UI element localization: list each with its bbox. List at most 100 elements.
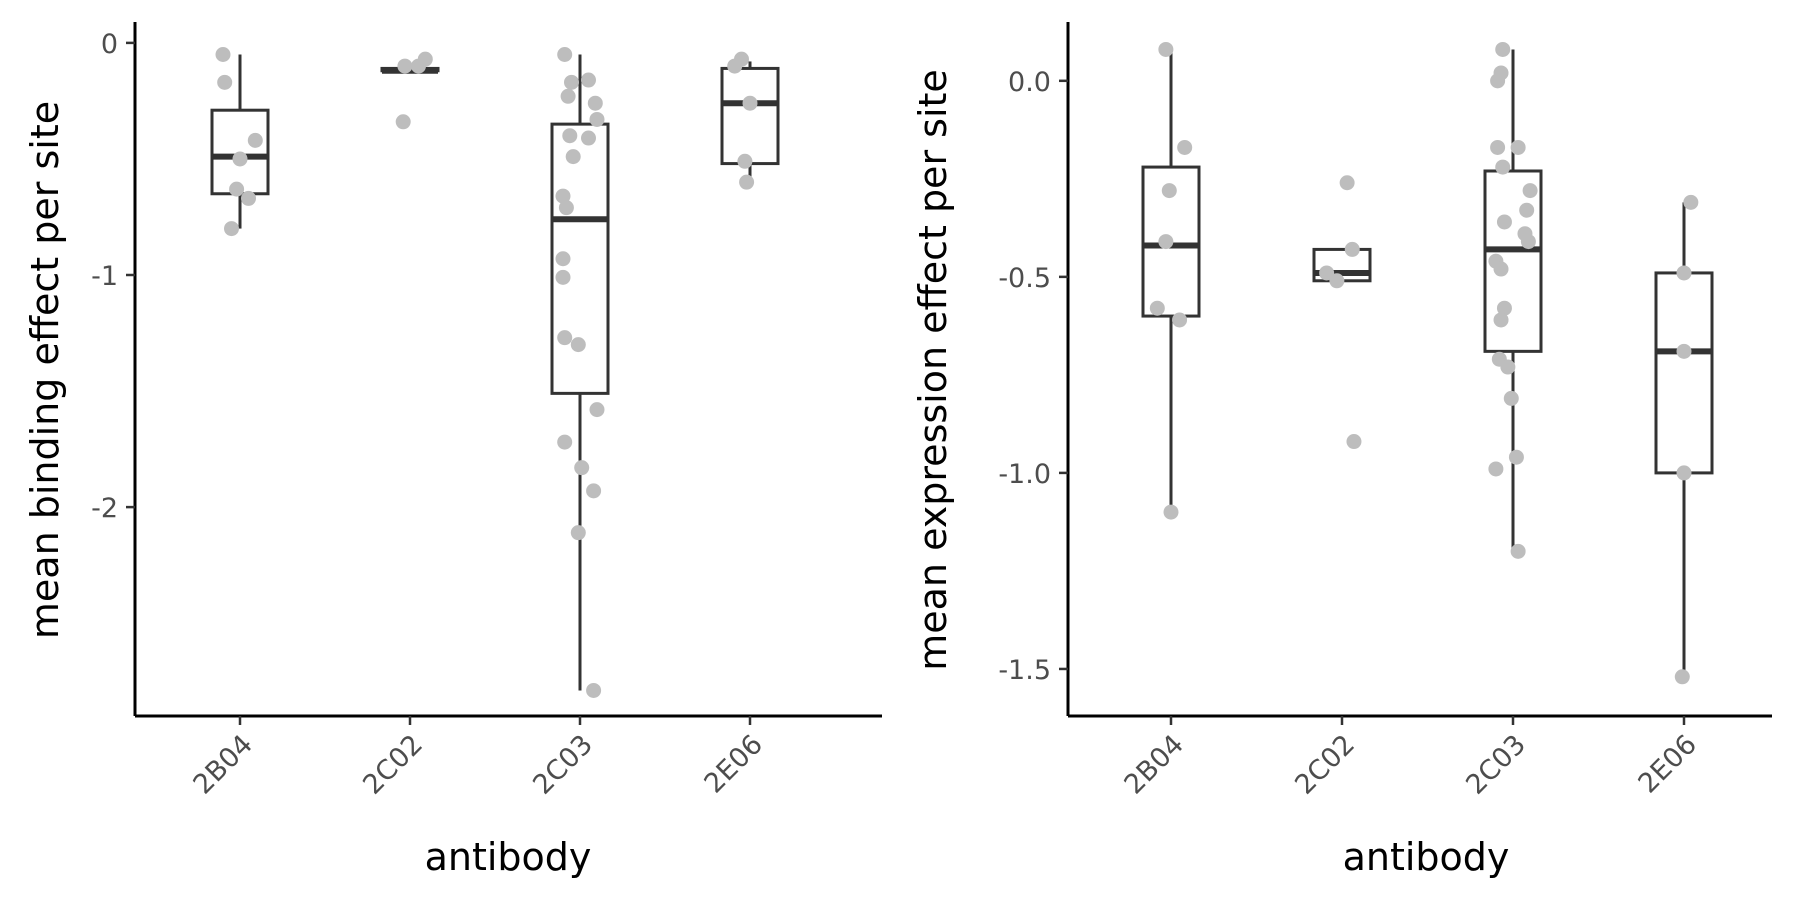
- left-data-point-2c03: [562, 128, 578, 144]
- left-data-point-2c03: [555, 269, 571, 285]
- right-x-tick-label-2c03: 2C03: [1460, 729, 1532, 801]
- right-data-point-2c03: [1490, 73, 1506, 89]
- right-data-point-2b04: [1163, 504, 1179, 520]
- right-data-point-2c03: [1496, 214, 1512, 230]
- right-y-axis: 0.0 -0.5 -1.0 -1.5: [998, 22, 1070, 716]
- right-data-point-2c03: [1493, 261, 1509, 277]
- right-data-point-2b04: [1158, 234, 1174, 250]
- left-data-point-2c03: [557, 46, 573, 62]
- right-y-tick-label: -1.5: [998, 655, 1051, 686]
- left-plot-panel: 0 -1 -2 2B04 2C02 2C03 2E06 antibody mean bin…: [23, 22, 882, 879]
- left-data-point-2b04: [215, 46, 231, 62]
- left-data-point-2c03: [574, 460, 590, 476]
- left-data-point-2c03: [589, 402, 605, 418]
- left-data-point-2b04: [232, 151, 248, 167]
- right-points: [1149, 41, 1699, 685]
- left-data-point-2c03: [560, 88, 576, 104]
- right-y-tick-label: -0.5: [998, 263, 1051, 294]
- right-x-tick-label-2c02: 2C02: [1289, 729, 1361, 801]
- right-data-point-2c02: [1329, 273, 1345, 289]
- left-x-tick-label-2c03: 2C03: [527, 729, 599, 801]
- right-data-point-2b04: [1158, 41, 1174, 57]
- left-data-point-2c03: [565, 149, 581, 165]
- right-data-point-2c02: [1339, 175, 1355, 191]
- right-y-tick-label: -1.0: [998, 459, 1051, 490]
- right-x-tick-label-2b04: 2B04: [1118, 729, 1189, 800]
- left-data-point-2c02: [397, 58, 413, 74]
- left-y-tick-label: -1: [91, 261, 118, 292]
- left-y-axis: 0 -1 -2: [91, 22, 137, 716]
- left-x-tick-label-2e06: 2E06: [699, 729, 769, 799]
- left-data-point-2c02: [411, 58, 426, 74]
- left-data-point-2e06: [739, 174, 755, 190]
- left-data-point-2c03: [555, 251, 571, 267]
- right-data-point-2c03: [1519, 202, 1535, 218]
- right-data-point-2c03: [1500, 359, 1516, 375]
- right-data-point-2c03: [1520, 234, 1536, 250]
- left-data-point-2b04: [224, 221, 239, 237]
- right-y-axis-title: mean expression effect per site: [911, 69, 955, 671]
- right-data-point-2c03: [1493, 312, 1509, 328]
- left-data-point-2b04: [247, 132, 263, 148]
- left-x-axis-title: antibody: [425, 835, 592, 879]
- right-data-point-2c03: [1522, 183, 1538, 199]
- right-data-point-2b04: [1149, 300, 1165, 316]
- left-data-point-2c03: [557, 330, 573, 346]
- right-data-point-2b04: [1161, 183, 1177, 199]
- right-x-tick-label-2e06: 2E06: [1633, 729, 1703, 799]
- right-data-point-2c03: [1495, 41, 1511, 57]
- left-data-point-2e06: [737, 153, 753, 169]
- right-data-point-2c03: [1508, 449, 1524, 465]
- right-data-point-2e06: [1674, 669, 1690, 685]
- right-data-point-2c03: [1488, 461, 1504, 477]
- left-data-point-2c03: [581, 72, 596, 88]
- left-box-2e06: [720, 66, 780, 166]
- right-x-axis-title: antibody: [1343, 835, 1510, 879]
- right-data-point-2c03: [1510, 543, 1526, 559]
- right-data-point-2b04: [1177, 139, 1193, 155]
- left-data-point-2c03: [587, 95, 603, 111]
- right-box-2e06: [1654, 271, 1714, 475]
- left-data-point-2c03: [586, 682, 602, 698]
- left-data-point-2b04: [241, 190, 256, 206]
- left-x-tick-label-2b04: 2B04: [187, 729, 258, 800]
- right-boxes: [1141, 49, 1714, 677]
- left-data-point-2c03: [564, 74, 579, 90]
- left-data-point-2c03: [558, 200, 574, 216]
- right-y-tick-label: 0.0: [1008, 67, 1051, 98]
- right-data-point-2c03: [1503, 390, 1519, 406]
- right-data-point-2c02: [1344, 241, 1360, 257]
- left-y-tick-label: -2: [91, 493, 118, 524]
- left-data-point-2b04: [229, 181, 245, 197]
- left-points: [215, 46, 758, 698]
- left-y-tick-label: 0: [101, 29, 118, 60]
- left-data-point-2c03: [570, 525, 586, 541]
- left-data-point-2c03: [586, 483, 602, 499]
- right-data-point-2e06: [1676, 265, 1692, 281]
- right-x-axis: 2B04 2C02 2C03 2E06: [1068, 714, 1772, 801]
- left-boxes: [210, 54, 780, 691]
- right-data-point-2c03: [1496, 300, 1512, 316]
- right-data-point-2c03: [1495, 159, 1511, 175]
- left-data-point-2b04: [217, 74, 233, 90]
- right-data-point-2e06: [1676, 343, 1692, 359]
- left-y-axis-title: mean binding effect per site: [23, 101, 67, 639]
- right-data-point-2c03: [1490, 139, 1506, 155]
- left-data-point-2c03: [570, 337, 586, 353]
- left-data-point-2c03: [555, 188, 571, 204]
- right-data-point-2c03: [1510, 139, 1526, 155]
- left-data-point-2e06: [727, 58, 743, 74]
- right-plot-panel: 0.0 -0.5 -1.0 -1.5 2B04 2C02 2C03 2E06 antibod…: [911, 22, 1772, 879]
- left-x-tick-label-2c02: 2C02: [357, 729, 429, 801]
- right-data-point-2c02: [1346, 434, 1362, 450]
- left-x-axis: 2B04 2C02 2C03 2E06: [135, 714, 882, 801]
- left-data-point-2c02: [395, 114, 411, 130]
- right-data-point-2e06: [1676, 465, 1692, 481]
- right-data-point-2b04: [1172, 312, 1188, 328]
- right-data-point-2c02: [1319, 265, 1335, 281]
- left-data-point-2e06: [742, 95, 758, 111]
- left-data-point-2c03: [581, 130, 596, 146]
- left-data-point-2c03: [557, 434, 573, 450]
- right-data-point-2e06: [1683, 194, 1699, 210]
